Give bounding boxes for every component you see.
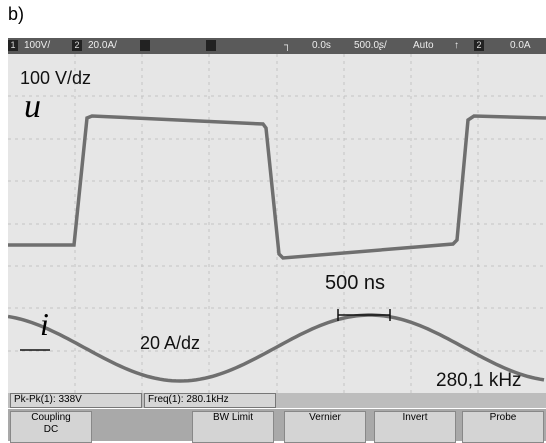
- time-scale: 500 ns: [325, 272, 385, 295]
- trigger-icon: ┐: [284, 40, 291, 51]
- softkey-label: BW Limit: [193, 412, 273, 424]
- channel-scale: 20.0A/: [88, 40, 117, 51]
- frequency: 280,1 kHz: [436, 370, 522, 392]
- measurement: Pk-Pk(1): 338V: [10, 393, 142, 408]
- voltage-scale: 100 V/dz: [20, 68, 91, 89]
- status-bar: 1 100V/ 2 20.0A/ ┐ 0.0s 500.0ʂ/ Auto ↑ 2…: [8, 38, 546, 54]
- softkey[interactable]: Invert: [374, 411, 456, 443]
- channel-box: [206, 40, 216, 51]
- measurement-bar: Pk-Pk(1): 338V Freq(1): 280.1kHz: [8, 393, 546, 408]
- trigger-slope: ↑: [454, 40, 459, 51]
- softkey-label: Invert: [375, 412, 455, 424]
- softkey-label: Coupling: [11, 412, 91, 424]
- measurement: Freq(1): 280.1kHz: [144, 393, 276, 408]
- channel-box: [140, 40, 150, 51]
- softkey-value: DC: [11, 424, 91, 436]
- current-scale: 20 A/dz: [140, 333, 200, 354]
- trigger-level: 0.0A: [510, 40, 531, 51]
- softkey-label: Vernier: [285, 412, 365, 424]
- softkey[interactable]: BW Limit: [192, 411, 274, 443]
- channel-scale: 100V/: [24, 40, 50, 51]
- trigger-source: 2: [474, 40, 484, 51]
- current-symbol: i: [40, 306, 49, 343]
- softkey-label: Probe: [463, 412, 543, 424]
- page: b) 1 100V/ 2 20.0A/ ┐ 0.0s 500.0ʂ/ Auto …: [0, 0, 546, 441]
- figure-label: b): [8, 4, 24, 25]
- channel-box: 1: [8, 40, 18, 51]
- channel-box: 2: [72, 40, 82, 51]
- softkey[interactable]: Probe: [462, 411, 544, 443]
- softkey[interactable]: Vernier: [284, 411, 366, 443]
- trigger-mode: Auto: [413, 40, 434, 51]
- scope-screen: [8, 54, 546, 393]
- voltage-symbol: u: [24, 88, 41, 126]
- delay: 0.0s: [312, 40, 331, 51]
- timebase: 500.0ʂ/: [354, 40, 387, 51]
